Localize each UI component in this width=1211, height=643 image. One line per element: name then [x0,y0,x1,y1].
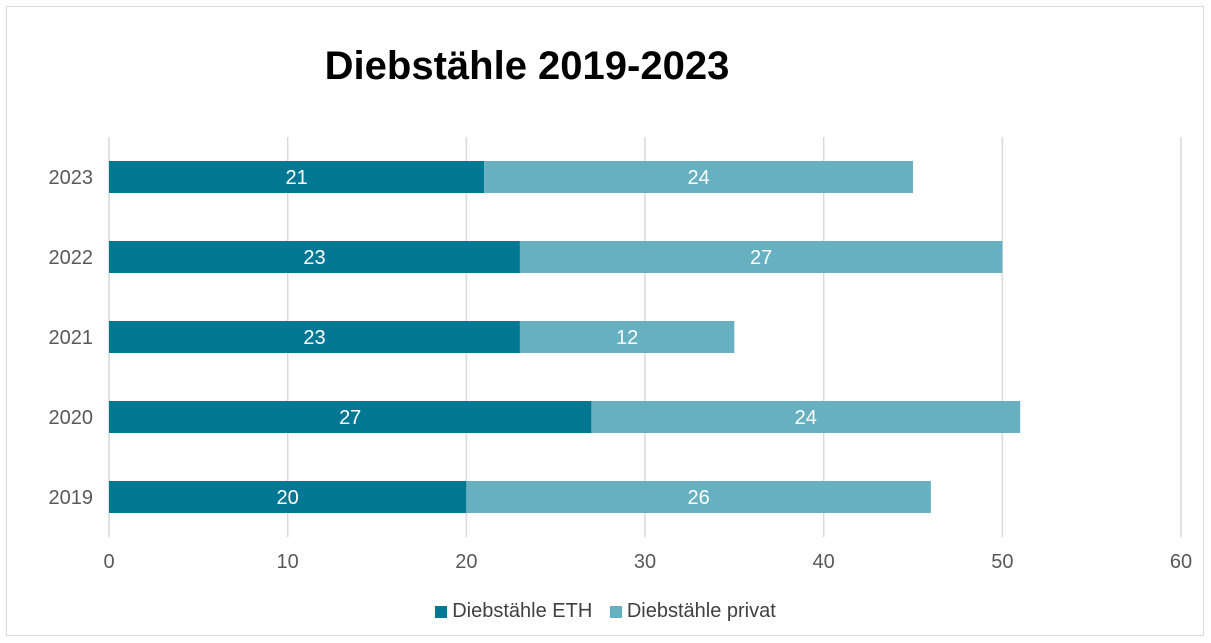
data-label-2019-series-1: 26 [687,487,709,509]
y-tick-label-2020: 2020 [49,407,94,429]
data-label-2020-series-1: 24 [795,407,817,429]
data-label-2019-series-0: 20 [277,487,299,509]
x-tick-label-60: 60 [1170,551,1192,573]
x-tick-label-20: 20 [455,551,477,573]
bar-2023-series-0 [109,161,485,193]
x-tick-label-40: 40 [813,551,835,573]
bar-2019-series-0 [109,481,467,513]
legend-swatch-privat [609,605,622,618]
data-label-2021-series-1: 12 [616,327,638,349]
data-label-2023-series-1: 24 [687,167,709,189]
bar-2020-series-1 [591,401,1021,433]
x-tick-label-0: 0 [103,551,114,573]
x-tick-label-30: 30 [634,551,656,573]
y-tick-label-2021: 2021 [49,327,94,349]
legend-swatch-eth [435,605,448,618]
y-axis-tick-labels: 2023 2022 2021 2020 2019 [49,167,94,509]
data-label-2022-series-0: 23 [303,247,325,269]
bars [109,161,1021,513]
legend-label-eth: Diebstähle ETH [452,600,593,622]
data-label-2023-series-0: 21 [285,167,307,189]
bar-2023-series-1 [484,161,913,193]
bar-2021-series-0 [109,321,520,353]
bar-2019-series-1 [466,481,931,513]
y-tick-label-2019: 2019 [49,487,94,509]
data-label-2021-series-0: 23 [303,327,325,349]
legend-item-privat: Diebstähle privat [609,600,776,623]
chart-legend: Diebstähle ETH Diebstähle privat [0,600,1211,624]
x-axis-tick-labels: 0 10 20 30 40 50 60 [103,551,1192,573]
bar-2020-series-0 [109,401,592,433]
data-labels: 21 24 23 27 23 12 27 24 20 26 [277,167,817,509]
y-tick-label-2022: 2022 [49,247,94,269]
bar-2022-series-0 [109,241,520,273]
bar-2022-series-1 [519,241,1003,273]
data-label-2022-series-1: 27 [750,247,772,269]
bar-2021-series-1 [519,321,735,353]
chart-title: Diebstähle 2019-2023 [324,44,730,88]
data-label-2020-series-0: 27 [339,407,361,429]
x-tick-label-50: 50 [991,551,1013,573]
y-tick-label-2023: 2023 [49,167,94,189]
x-tick-label-10: 10 [277,551,299,573]
legend-label-privat: Diebstähle privat [626,600,776,622]
legend-item-eth: Diebstähle ETH [435,600,592,623]
